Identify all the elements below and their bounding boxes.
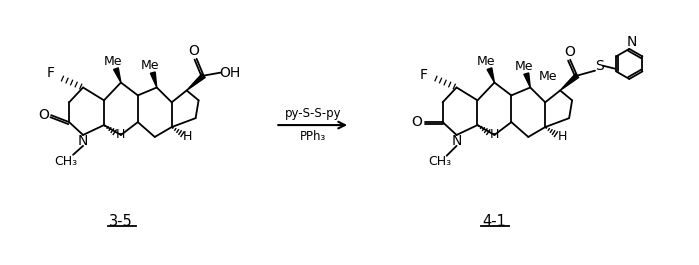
Text: Me: Me: [539, 70, 558, 83]
Text: F: F: [419, 68, 428, 82]
Text: CH₃: CH₃: [55, 155, 78, 168]
Text: 4-1: 4-1: [482, 214, 506, 228]
Text: Me: Me: [515, 60, 533, 73]
Text: H: H: [183, 130, 192, 143]
Text: O: O: [38, 108, 49, 122]
Text: S: S: [595, 59, 603, 73]
Text: O: O: [411, 115, 422, 129]
Text: H: H: [116, 129, 126, 142]
Text: N: N: [452, 134, 462, 148]
Text: Me: Me: [103, 55, 122, 68]
Text: O: O: [565, 45, 575, 59]
Text: H: H: [490, 129, 499, 142]
Polygon shape: [487, 68, 494, 82]
Polygon shape: [524, 73, 531, 87]
Text: py-S-S-py: py-S-S-py: [284, 107, 341, 120]
Text: H: H: [558, 130, 567, 143]
Polygon shape: [113, 68, 121, 82]
Text: O: O: [188, 44, 199, 58]
Text: OH: OH: [219, 66, 240, 80]
Text: PPh₃: PPh₃: [300, 130, 326, 143]
Text: F: F: [46, 66, 55, 80]
Text: 3-5: 3-5: [109, 214, 133, 228]
Polygon shape: [150, 72, 157, 87]
Text: N: N: [627, 35, 637, 49]
Text: CH₃: CH₃: [428, 155, 451, 168]
Polygon shape: [560, 74, 579, 90]
Text: Me: Me: [140, 59, 159, 72]
Text: Me: Me: [477, 55, 496, 68]
Text: N: N: [78, 134, 88, 148]
Polygon shape: [187, 74, 206, 90]
